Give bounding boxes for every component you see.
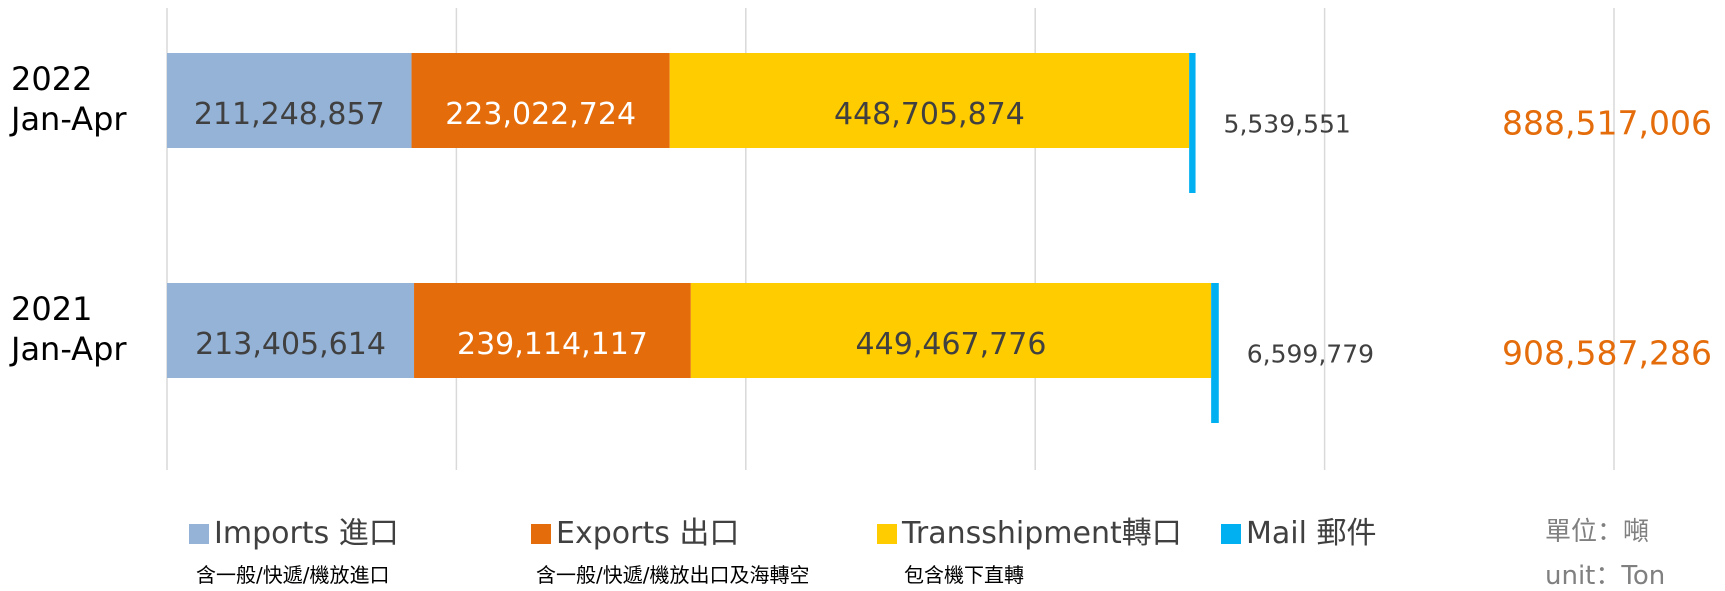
bar-segment <box>1211 283 1219 423</box>
bar-segment <box>411 53 670 148</box>
legend-note: 包含機下直轉 <box>904 563 1024 587</box>
data-label: 213,405,614 <box>195 326 386 362</box>
bar-segment <box>414 283 691 378</box>
legend-label: Mail 郵件 <box>1246 516 1377 551</box>
bar-segment <box>669 53 1190 148</box>
legend-label: Imports 進口 <box>214 516 399 551</box>
total-label: 888,517,006 <box>1502 103 1712 142</box>
category-label: 2022 Jan-Apr <box>11 59 127 138</box>
data-label: 6,599,779 <box>1246 339 1374 368</box>
total-label: 908,587,286 <box>1502 333 1712 372</box>
data-label: 5,539,551 <box>1223 109 1351 138</box>
data-label: 223,022,724 <box>445 96 637 132</box>
bar-segment <box>167 53 412 148</box>
legend-note: 含一般/快遞/機放進口 <box>196 563 390 587</box>
data-label: 211,248,857 <box>193 96 385 132</box>
legend-note: 含一般/快遞/機放出口及海轉空 <box>536 563 810 587</box>
bar-segment <box>690 283 1212 378</box>
bar-segment <box>167 283 415 378</box>
data-label: 449,467,776 <box>855 326 1047 362</box>
legend-swatch <box>531 524 551 544</box>
legend-swatch <box>1221 524 1241 544</box>
unit-label: 單位：噸 <box>1545 517 1650 547</box>
unit-label: unit：Ton <box>1545 561 1666 591</box>
category-label: 2021 Jan-Apr <box>11 289 127 368</box>
data-label: 448,705,874 <box>833 96 1025 132</box>
legend-label: Transshipment轉口 <box>902 516 1182 551</box>
legend-swatch <box>877 524 897 544</box>
bar-segment <box>1189 53 1196 193</box>
legend-swatch <box>189 524 209 544</box>
data-label: 239,114,117 <box>457 326 648 362</box>
legend-label: Exports 出口 <box>556 516 740 551</box>
